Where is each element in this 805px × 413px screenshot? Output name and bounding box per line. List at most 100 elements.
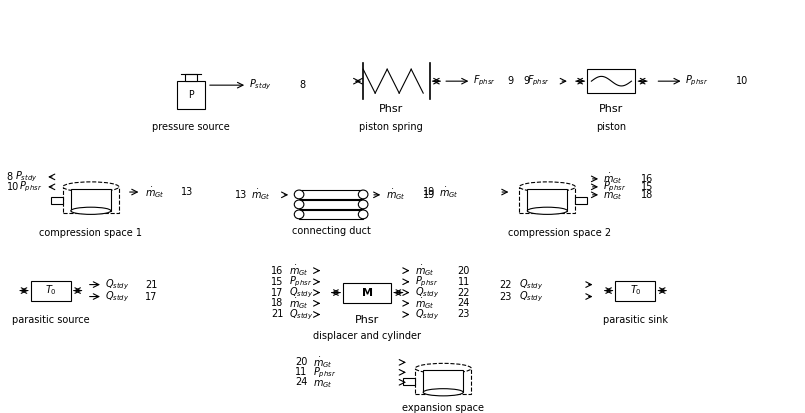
Text: 19: 19 (423, 190, 436, 200)
Ellipse shape (527, 207, 568, 214)
Bar (615, 280, 655, 301)
Ellipse shape (415, 363, 471, 373)
Bar (588, 69, 635, 93)
Text: $\dot{m}_{Gt}$: $\dot{m}_{Gt}$ (415, 296, 435, 311)
Text: $\it{Q}_{stdy}$: $\it{Q}_{stdy}$ (519, 290, 543, 304)
Bar (415, 368, 471, 394)
Text: $\it{P}_{phsr}$: $\it{P}_{phsr}$ (312, 365, 336, 380)
Text: 22: 22 (499, 280, 512, 290)
Text: Phsr: Phsr (355, 315, 379, 325)
Text: 11: 11 (295, 367, 308, 377)
Ellipse shape (519, 182, 576, 192)
Bar (63, 187, 119, 213)
Text: 19: 19 (423, 187, 436, 197)
Text: 21: 21 (146, 280, 158, 290)
Text: M: M (361, 287, 373, 297)
Text: Phsr: Phsr (379, 104, 403, 114)
Text: 24: 24 (458, 298, 470, 309)
Text: $\it{F}_{phsr}$: $\it{F}_{phsr}$ (473, 74, 496, 88)
Bar (519, 187, 576, 213)
Text: 11: 11 (458, 277, 470, 287)
Text: 23: 23 (458, 309, 470, 320)
Text: pressure source: pressure source (152, 122, 230, 132)
Text: compression space 1: compression space 1 (39, 228, 142, 238)
Text: $\dot{m}_{Gt}$: $\dot{m}_{Gt}$ (604, 188, 623, 202)
Text: 21: 21 (271, 309, 283, 320)
Text: 15: 15 (641, 182, 654, 192)
Bar (185, 74, 196, 81)
Text: 15: 15 (271, 277, 283, 287)
Text: $\it{Q}_{stdy}$: $\it{Q}_{stdy}$ (415, 285, 440, 300)
Text: parasitic source: parasitic source (12, 316, 89, 325)
Text: $\it{P}_{phsr}$: $\it{P}_{phsr}$ (604, 180, 626, 194)
Text: 24: 24 (295, 377, 308, 387)
Ellipse shape (423, 389, 463, 396)
Text: $\it{P}_{phsr}$: $\it{P}_{phsr}$ (685, 74, 708, 88)
Text: $\it{Q}_{stdy}$: $\it{Q}_{stdy}$ (289, 285, 313, 300)
Text: $\dot{m}_{Gt}$: $\dot{m}_{Gt}$ (312, 355, 332, 370)
Ellipse shape (295, 200, 303, 209)
Text: $\dot{m}_{Gt}$: $\dot{m}_{Gt}$ (386, 188, 406, 202)
Bar (51, 197, 63, 204)
Ellipse shape (358, 200, 368, 209)
Text: compression space 2: compression space 2 (508, 228, 611, 238)
Text: expansion space: expansion space (402, 403, 485, 413)
Text: 20: 20 (458, 266, 470, 275)
Text: $\it{P}_{phsr}$: $\it{P}_{phsr}$ (289, 275, 312, 289)
Text: $\it{Q}_{stdy}$: $\it{Q}_{stdy}$ (105, 278, 130, 292)
Bar (576, 197, 588, 204)
Text: 9: 9 (507, 76, 514, 86)
Text: 8: 8 (6, 172, 13, 182)
Text: 18: 18 (641, 190, 654, 200)
Text: parasitic sink: parasitic sink (603, 316, 668, 325)
Text: 17: 17 (146, 292, 158, 301)
Text: $\it{Q}_{stdy}$: $\it{Q}_{stdy}$ (415, 307, 440, 322)
Text: 16: 16 (271, 266, 283, 275)
Bar (299, 190, 363, 199)
Text: P: P (188, 90, 194, 100)
Bar (31, 280, 71, 301)
Text: connecting duct: connecting duct (291, 226, 370, 236)
Text: $\it{P}_{stdy}$: $\it{P}_{stdy}$ (250, 78, 272, 93)
Ellipse shape (295, 190, 303, 199)
Text: 9: 9 (523, 76, 530, 86)
Ellipse shape (358, 190, 368, 199)
Text: $\it{Q}_{stdy}$: $\it{Q}_{stdy}$ (519, 278, 543, 292)
Ellipse shape (358, 210, 368, 219)
Text: $\dot{m}_{Gt}$: $\dot{m}_{Gt}$ (440, 185, 459, 199)
Ellipse shape (63, 182, 119, 192)
Bar (299, 200, 363, 209)
Text: Phsr: Phsr (599, 104, 624, 114)
Text: $\dot{m}_{Gt}$: $\dot{m}_{Gt}$ (145, 185, 164, 199)
Text: $\it{Q}_{stdy}$: $\it{Q}_{stdy}$ (105, 290, 130, 304)
Bar (176, 81, 205, 109)
Bar (423, 370, 463, 392)
Text: 16: 16 (641, 174, 654, 184)
Text: piston spring: piston spring (359, 122, 423, 132)
Text: $\dot{m}_{Gt}$: $\dot{m}_{Gt}$ (289, 296, 308, 311)
Ellipse shape (295, 210, 303, 219)
Bar (343, 282, 391, 303)
Bar (527, 189, 568, 211)
Text: 10: 10 (736, 76, 748, 86)
Text: 18: 18 (271, 298, 283, 309)
Text: $\it{P}_{phsr}$: $\it{P}_{phsr}$ (19, 180, 42, 194)
Text: 23: 23 (499, 292, 512, 301)
Text: 8: 8 (299, 80, 305, 90)
Text: 13: 13 (181, 187, 194, 197)
Text: $T_0$: $T_0$ (630, 284, 642, 297)
Text: $T_0$: $T_0$ (45, 284, 56, 297)
Text: $\it{Q}_{stdy}$: $\it{Q}_{stdy}$ (289, 307, 313, 322)
Text: $\dot{m}_{Gt}$: $\dot{m}_{Gt}$ (251, 188, 270, 202)
Text: $\it{P}_{stdy}$: $\it{P}_{stdy}$ (14, 170, 37, 184)
Text: 13: 13 (235, 190, 247, 200)
Text: $\it{F}_{phsr}$: $\it{F}_{phsr}$ (527, 74, 551, 88)
Text: $\it{P}_{phsr}$: $\it{P}_{phsr}$ (415, 275, 439, 289)
Text: $\dot{m}_{Gt}$: $\dot{m}_{Gt}$ (289, 263, 308, 278)
Text: 20: 20 (295, 357, 308, 367)
Bar (299, 210, 363, 219)
Bar (403, 378, 415, 385)
Text: 10: 10 (6, 182, 19, 192)
Text: $\dot{m}_{Gt}$: $\dot{m}_{Gt}$ (604, 171, 623, 186)
Text: 22: 22 (458, 287, 470, 297)
